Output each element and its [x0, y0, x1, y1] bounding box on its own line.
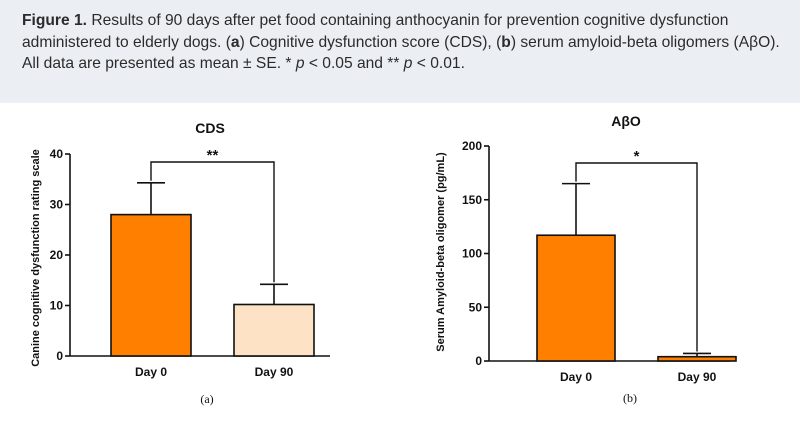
abo-bar-day90 — [657, 355, 737, 362]
abo-chart: AβO Serum Amyloid-beta oligomer (pg/mL) … — [435, 113, 737, 405]
cds-significance-label: ** — [207, 147, 219, 164]
abo-y-tick-label: 100 — [462, 247, 482, 261]
cds-significance-bracket — [150, 161, 275, 283]
cds-y-axis-label: Canine cognitive dysfunction rating scal… — [30, 149, 42, 367]
abo-significance-bracket — [575, 162, 698, 352]
abo-y-tick-label: 50 — [469, 300, 483, 314]
abo-y-tick-label: 150 — [462, 193, 482, 207]
abo-y-axis-label: Serum Amyloid-beta oligomer (pg/mL) — [435, 152, 447, 352]
abo-significance-label: * — [634, 148, 640, 165]
abo-panel-label: (b) — [623, 391, 637, 405]
cds-bar-day0 — [110, 213, 192, 357]
caption-text-2: ) Cognitive dysfunction score (CDS), ( — [239, 33, 502, 51]
abo-chart-title: AβO — [611, 113, 641, 129]
caption-text-1: Results of 90 days after pet food contai… — [22, 12, 729, 51]
abo-bar-day0 — [536, 234, 616, 362]
abo-category-label: Day 0 — [560, 370, 592, 384]
abo-y-tick-label: 200 — [462, 139, 482, 153]
caption-p-2: p — [403, 55, 413, 72]
cds-category-label: Day 90 — [255, 365, 294, 379]
caption-b-label: b — [501, 33, 511, 51]
cds-chart-title: CDS — [195, 120, 225, 136]
caption-text-4: < 0.05 and ** — [304, 55, 404, 72]
caption-p-1: p — [295, 55, 305, 72]
figure-label: Figure 1. — [22, 12, 87, 29]
cds-bar-day90 — [233, 303, 315, 357]
figure-caption: Figure 1. Results of 90 days after pet f… — [0, 0, 800, 103]
cds-category-label: Day 0 — [135, 365, 167, 379]
cds-y-tick-label: 20 — [50, 248, 64, 262]
cds-panel-label: (a) — [200, 392, 213, 406]
cds-chart: CDS Canine cognitive dysfunction rating … — [30, 120, 330, 406]
caption-text-5: < 0.01. — [412, 55, 465, 72]
cds-y-tick-label: 40 — [50, 147, 64, 161]
cds-y-tick-label: 10 — [50, 299, 64, 313]
abo-category-label: Day 90 — [678, 370, 717, 384]
caption-text-3: ) serum amyloid-beta oligomers (AβO). Al… — [22, 33, 780, 73]
abo-y-tick-label: 0 — [475, 354, 482, 368]
cds-y-tick-label: 30 — [50, 198, 64, 212]
cds-y-tick-label: 0 — [56, 349, 63, 363]
caption-a-label: a — [230, 33, 240, 51]
